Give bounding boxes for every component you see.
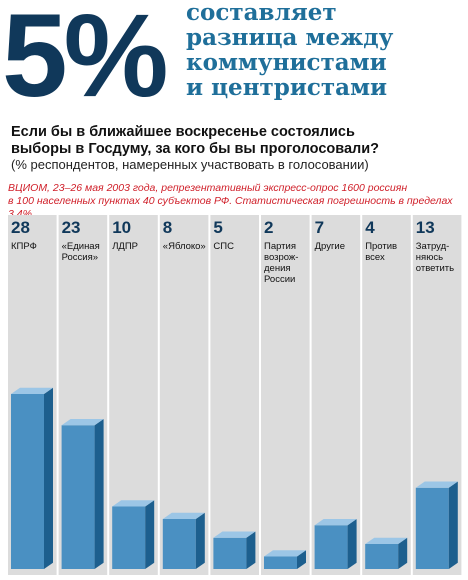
bar: [314, 525, 348, 569]
bar: [162, 519, 196, 569]
value-label: 5: [213, 218, 222, 237]
bar: [365, 544, 399, 569]
bar-side: [145, 500, 155, 569]
column-bg: [261, 215, 310, 575]
bar-top: [213, 531, 256, 538]
bar-side: [297, 550, 306, 569]
bar: [112, 506, 146, 569]
source-note: ВЦИОМ, 23–26 мая 2003 года, репрезентати…: [8, 182, 453, 220]
bar: [213, 537, 247, 569]
category-label: «Единая Россия»: [62, 241, 100, 263]
big-percent-value: 5%: [2, 0, 169, 122]
bar-top: [415, 481, 458, 488]
chart-baseline: [0, 575, 468, 580]
bar-top: [264, 550, 306, 557]
chart-bars: [11, 387, 458, 569]
bar: [61, 425, 95, 569]
category-label: Другие: [315, 241, 345, 252]
column-bg: [362, 215, 411, 575]
headline: 5% составляет разница между коммунистами…: [0, 0, 468, 122]
bar: [264, 556, 297, 569]
category-label: ЛДПР: [112, 241, 138, 252]
bar-side: [398, 537, 408, 569]
bar-side: [347, 518, 357, 569]
bar-side: [195, 512, 205, 569]
bar-side: [94, 418, 104, 569]
value-label: 13: [416, 218, 435, 237]
bar-top: [112, 500, 155, 507]
question-title: Если бы в ближайшее воскресенье состояли…: [11, 124, 380, 157]
category-label: «Яблоко»: [163, 241, 206, 252]
bar-side: [448, 481, 458, 569]
bar-top: [61, 418, 104, 426]
value-label: 2: [264, 218, 273, 237]
bar-top: [314, 518, 357, 526]
bar-top: [11, 387, 53, 394]
question-subtitle: (% респондентов, намеренных участвовать …: [11, 157, 369, 172]
category-label: КПРФ: [11, 241, 37, 252]
value-label: 4: [365, 218, 375, 237]
value-label: 10: [112, 218, 131, 237]
headline-text: составляет разница между коммунистами и …: [186, 0, 394, 101]
bar-side: [246, 531, 256, 569]
category-label: СПС: [213, 241, 234, 252]
bar: [415, 487, 449, 569]
bar-side: [44, 387, 53, 569]
bar-top: [365, 537, 408, 544]
value-label: 28: [11, 218, 30, 237]
value-label: 23: [62, 218, 81, 237]
bar-chart: 28 КПРФ 23 «Единая Россия» 10 ЛДПР 8 «Яблоко» 5 СП…: [0, 215, 468, 580]
value-label: 8: [163, 218, 172, 237]
category-label: Против всех: [365, 241, 397, 263]
bar-top: [162, 512, 205, 519]
category-label: Затруд-няюсь ответить: [416, 241, 454, 274]
value-label: 7: [315, 218, 324, 237]
chart-labels: 28 КПРФ 23 «Единая Россия» 10 ЛДПР 8 «Яблоко» 5 СП…: [11, 218, 454, 285]
column-bg: [210, 215, 259, 575]
category-label: Партия возрож-дения России: [264, 241, 298, 285]
column-bg: [311, 215, 361, 575]
bar: [11, 394, 44, 569]
